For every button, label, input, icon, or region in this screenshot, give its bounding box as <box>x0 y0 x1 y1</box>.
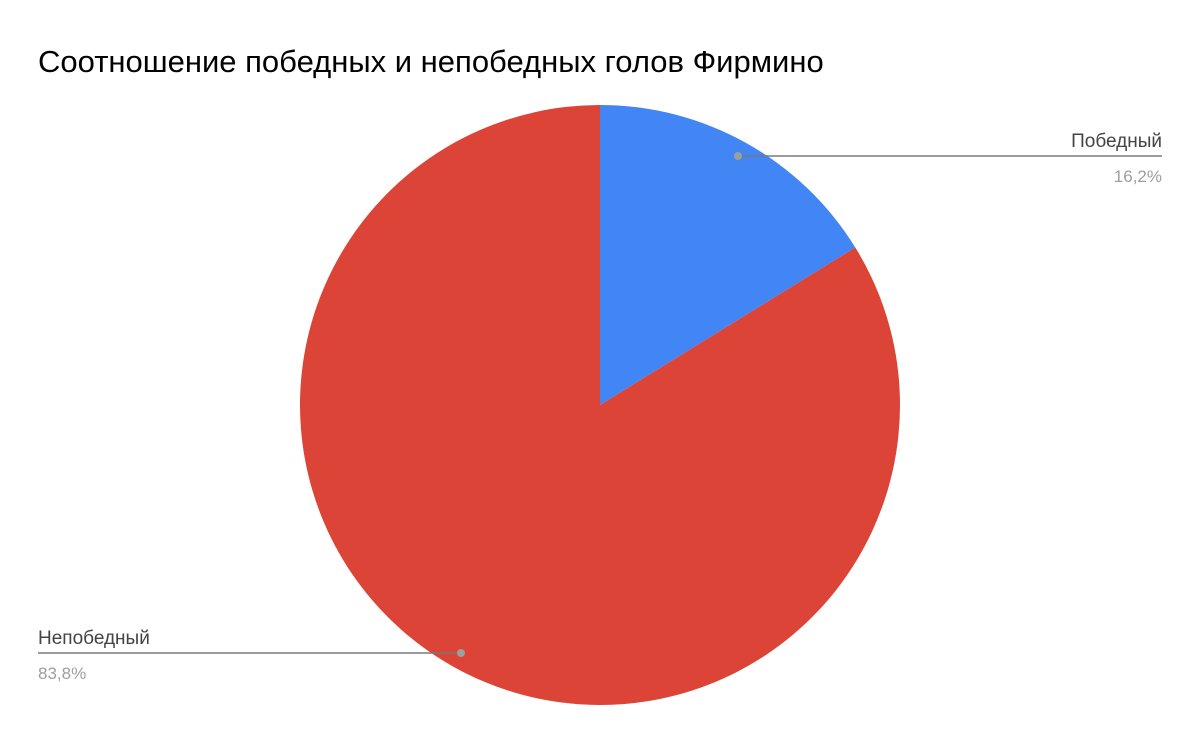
pie-slices <box>300 105 901 705</box>
pie-slice-victory <box>600 105 856 405</box>
chart-title: Соотношение победных и непобедных голов … <box>38 44 824 79</box>
slice-label-nonvictory: Непобедный <box>38 628 150 649</box>
slice-label-group-victory: Победный 16,2% <box>734 131 1162 186</box>
slice-label-victory: Победный <box>1071 131 1162 152</box>
slice-percent-victory: 16,2% <box>1114 167 1162 186</box>
pie-slice-nonvictory <box>300 105 901 705</box>
leader-dot-victory <box>734 152 742 160</box>
slice-label-group-nonvictory: Непобедный 83,8% <box>38 628 465 683</box>
slice-percent-nonvictory: 83,8% <box>38 664 86 683</box>
leader-dot-nonvictory <box>457 649 465 657</box>
